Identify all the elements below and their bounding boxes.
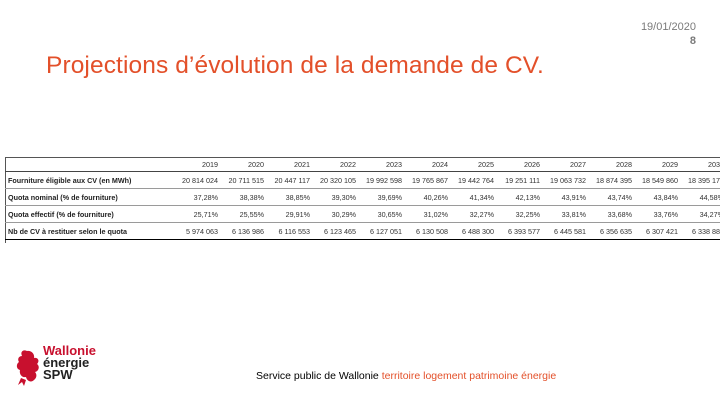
table-row: Nb de CV à restituer selon le quota 5 974… [5,222,720,240]
table-cell: 18 874 395 [589,171,635,189]
year-header: 2019 [175,157,221,172]
row-label: Fourniture éligible aux CV (en MWh) [5,171,175,189]
wallonie-energie-logo: Wallonie énergie SPW [13,343,123,395]
logo-line-energie: énergie [43,355,90,370]
year-header: 2021 [267,157,313,172]
table-row: Quota nominal (% de fourniture) 37,28% 38,… [5,188,720,206]
table-cell: 20 814 024 [175,171,221,189]
year-header: 2020 [221,157,267,172]
table-cell: 39,69% [359,188,405,206]
table-cell: 32,27% [451,205,497,223]
logo-line-wallonie: Wallonie [43,343,96,358]
table-header-row: 2019 2020 2021 2022 2023 2024 2025 2026 2027 2028… [5,157,720,172]
table-cell: 6 136 986 [221,222,267,240]
table-cell: 43,74% [589,188,635,206]
slide-page-number: 8 [689,35,696,47]
table-row: Quota effectif (% de fourniture) 25,71% 25… [5,205,720,223]
table-cell: 18 549 860 [635,171,681,189]
table-cell: 6 338 882 [681,222,720,240]
year-header: 2026 [497,157,543,172]
table-cell: 19 442 764 [451,171,497,189]
table-cell: 34,27% [681,205,720,223]
table-cell: 20 711 515 [221,171,267,189]
table-cell: 5 974 063 [175,222,221,240]
table-cell: 6 445 581 [543,222,589,240]
table-cell: 39,30% [313,188,359,206]
slide-title: Projections d’évolution de la demande de… [46,52,544,79]
table-cell: 29,91% [267,205,313,223]
table-cell: 19 765 867 [405,171,451,189]
year-header: 2022 [313,157,359,172]
table-cell: 44,58% [681,188,720,206]
table-cell: 6 307 421 [635,222,681,240]
projection-table: 2019 2020 2021 2022 2023 2024 2025 2026 2027 2028… [5,157,720,240]
table-cell: 6 130 508 [405,222,451,240]
table-cell: 19 063 732 [543,171,589,189]
table-cell: 19 251 111 [497,171,543,189]
slide-date: 19/01/2020 [640,21,696,33]
table-cell: 43,91% [543,188,589,206]
table-cell: 20 447 117 [267,171,313,189]
table-cell: 38,85% [267,188,313,206]
year-header: 2025 [451,157,497,172]
table-cell: 30,65% [359,205,405,223]
data-table-container: 2019 2020 2021 2022 2023 2024 2025 2026 2027 2028… [5,157,720,243]
table-cell: 19 992 598 [359,171,405,189]
table-cell: 32,25% [497,205,543,223]
table-cell: 30,29% [313,205,359,223]
rooster-icon [16,350,39,386]
row-label: Quota effectif (% de fourniture) [5,205,175,223]
table-cell: 37,28% [175,188,221,206]
footer-text: Service public de Wallonie territoire lo… [256,370,556,382]
table-cell: 43,84% [635,188,681,206]
table-cell: 38,38% [221,188,267,206]
table-cell: 18 395 177 [681,171,720,189]
table-cell: 25,55% [221,205,267,223]
table-cell: 41,34% [451,188,497,206]
table-body: Fourniture éligible aux CV (en MWh) 20 81… [5,171,720,240]
table-cell: 6 127 051 [359,222,405,240]
table-cell: 42,13% [497,188,543,206]
table-cell: 33,76% [635,205,681,223]
table-cell: 33,81% [543,205,589,223]
logo-line-spw: SPW [43,367,73,382]
row-label: Quota nominal (% de fourniture) [5,188,175,206]
year-header: 2028 [589,157,635,172]
row-label: Nb de CV à restituer selon le quota [5,222,175,240]
year-header: 2027 [543,157,589,172]
table-cell: 6 356 635 [589,222,635,240]
year-header: 2029 [635,157,681,172]
table-header-empty [5,157,175,172]
footer-organisation: Service public de Wallonie [256,370,379,382]
year-header: 2030 [681,157,720,172]
table-cell: 6 393 577 [497,222,543,240]
table-cell: 6 123 465 [313,222,359,240]
table-cell: 6 116 553 [267,222,313,240]
footer-tagline: territoire logement patrimoine énergie [381,370,557,382]
table-cell: 31,02% [405,205,451,223]
table-cell: 40,26% [405,188,451,206]
table-cell: 25,71% [175,205,221,223]
table-cell: 33,68% [589,205,635,223]
year-header: 2023 [359,157,405,172]
table-row: Fourniture éligible aux CV (en MWh) 20 81… [5,171,720,189]
year-header: 2024 [405,157,451,172]
table-cell: 20 320 105 [313,171,359,189]
table-cell: 6 488 300 [451,222,497,240]
